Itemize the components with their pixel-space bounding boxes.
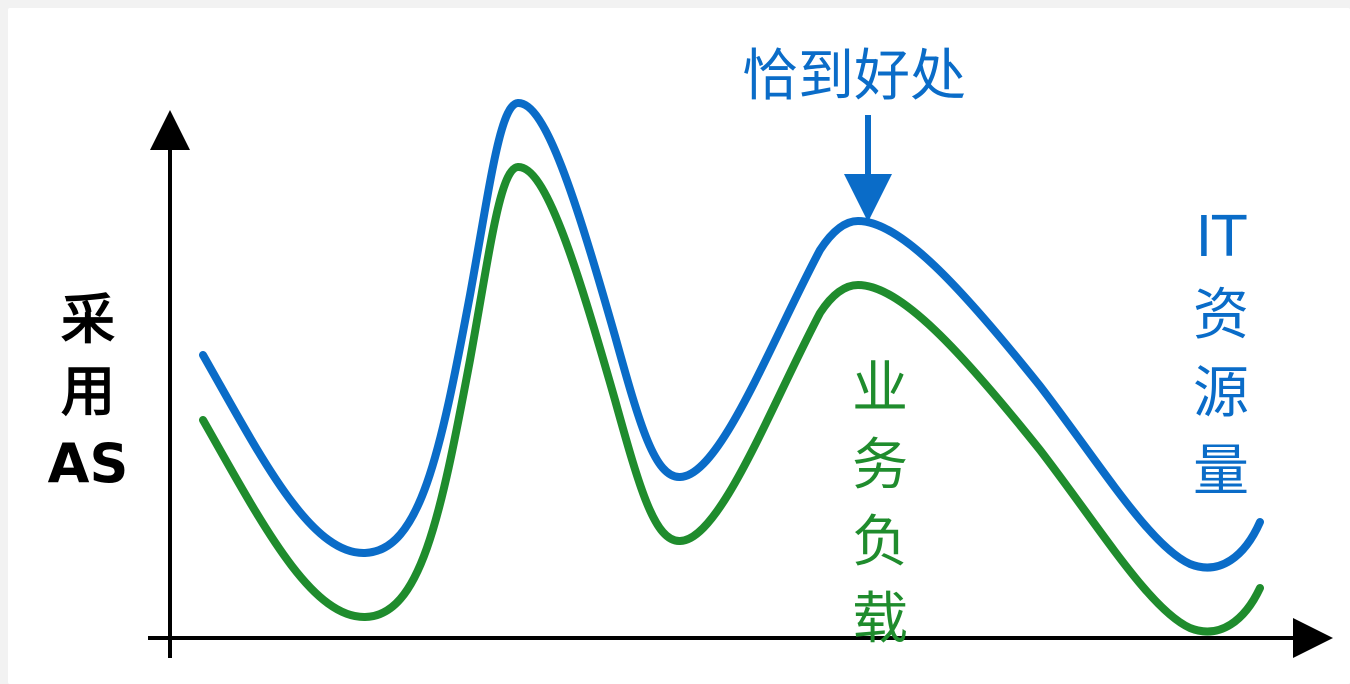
- curve-it-resources: [199, 98, 1264, 572]
- y-axis-label: 采 用 AS: [48, 288, 129, 495]
- svg-text:资: 资: [1193, 283, 1249, 348]
- svg-text:量: 量: [1193, 439, 1249, 504]
- svg-text:业: 业: [852, 356, 908, 421]
- svg-text:IT: IT: [1196, 205, 1248, 270]
- label-it-resources: IT 资 源 量: [1193, 205, 1249, 504]
- svg-text:务: 务: [852, 433, 908, 498]
- svg-text:源: 源: [1193, 361, 1249, 426]
- curve-business-load: [199, 162, 1264, 636]
- svg-text:采: 采: [61, 288, 115, 351]
- svg-text:用: 用: [61, 360, 115, 423]
- annotation-text: 恰到好处: [742, 44, 966, 109]
- svg-text:载: 载: [852, 587, 908, 652]
- label-business-load: 业 务 负 载: [852, 356, 908, 652]
- svg-text:AS: AS: [48, 432, 129, 495]
- svg-text:负: 负: [852, 510, 908, 575]
